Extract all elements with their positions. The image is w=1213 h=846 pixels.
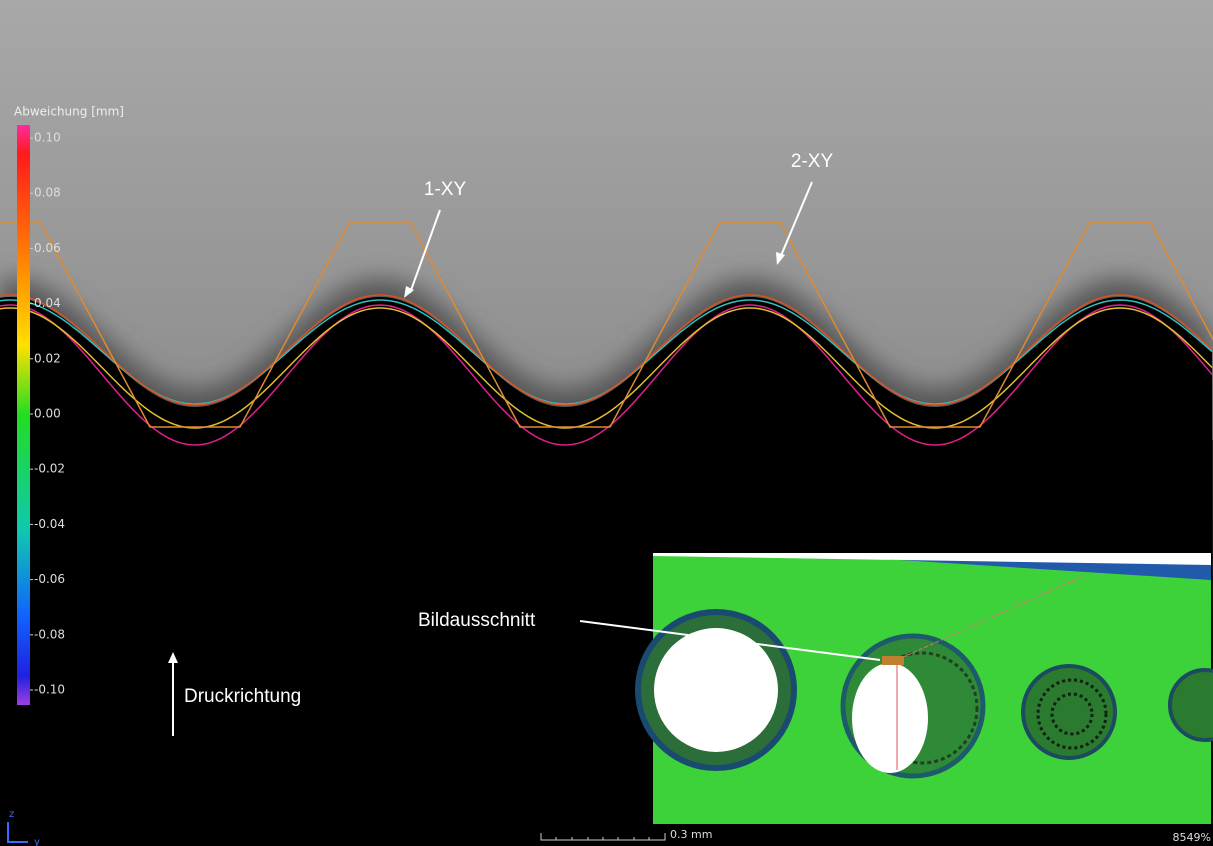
colorbar-title: Abweichung [mm] [14, 105, 124, 119]
page: Abweichung [mm] 0.10 0.08 0.06 0.04 0.02 0.00… [0, 0, 1213, 846]
colorbar-tick-label: 0.04 [34, 296, 61, 310]
colorbar-tick-label: -0.06 [34, 572, 65, 586]
colorbar-tick-label: 0.02 [34, 351, 61, 365]
inset [638, 553, 1213, 824]
colorbar [17, 125, 30, 705]
hole-opening [654, 628, 778, 752]
axis-z: z [9, 809, 14, 820]
colorbar-tick-label: 0.00 [34, 407, 61, 421]
axis-y: y [34, 837, 40, 846]
viewer: Abweichung [mm] 0.10 0.08 0.06 0.04 0.02 0.00… [0, 0, 1213, 846]
scale-label: 0.3 mm [670, 828, 712, 841]
detail-label: Bildausschnitt [418, 610, 536, 631]
colorbar-tick-label: 0.08 [34, 186, 61, 200]
detail-marker [882, 656, 904, 665]
colorbar-tick-label: -0.02 [34, 462, 65, 476]
label-2-xy: 2-XY [791, 151, 834, 172]
zoom-level: 8549% [1173, 831, 1211, 844]
colorbar-tick-label: 0.10 [34, 131, 61, 145]
colorbar-tick-label: -0.04 [34, 517, 65, 531]
label-1-xy: 1-XY [424, 179, 467, 200]
colorbar-tick-label: -0.08 [34, 627, 65, 641]
colorbar-tick-label: 0.06 [34, 241, 61, 255]
colorbar-tick-label: -0.10 [34, 683, 65, 697]
hole-opening [852, 663, 928, 773]
direction-label: Druckrichtung [184, 686, 301, 707]
